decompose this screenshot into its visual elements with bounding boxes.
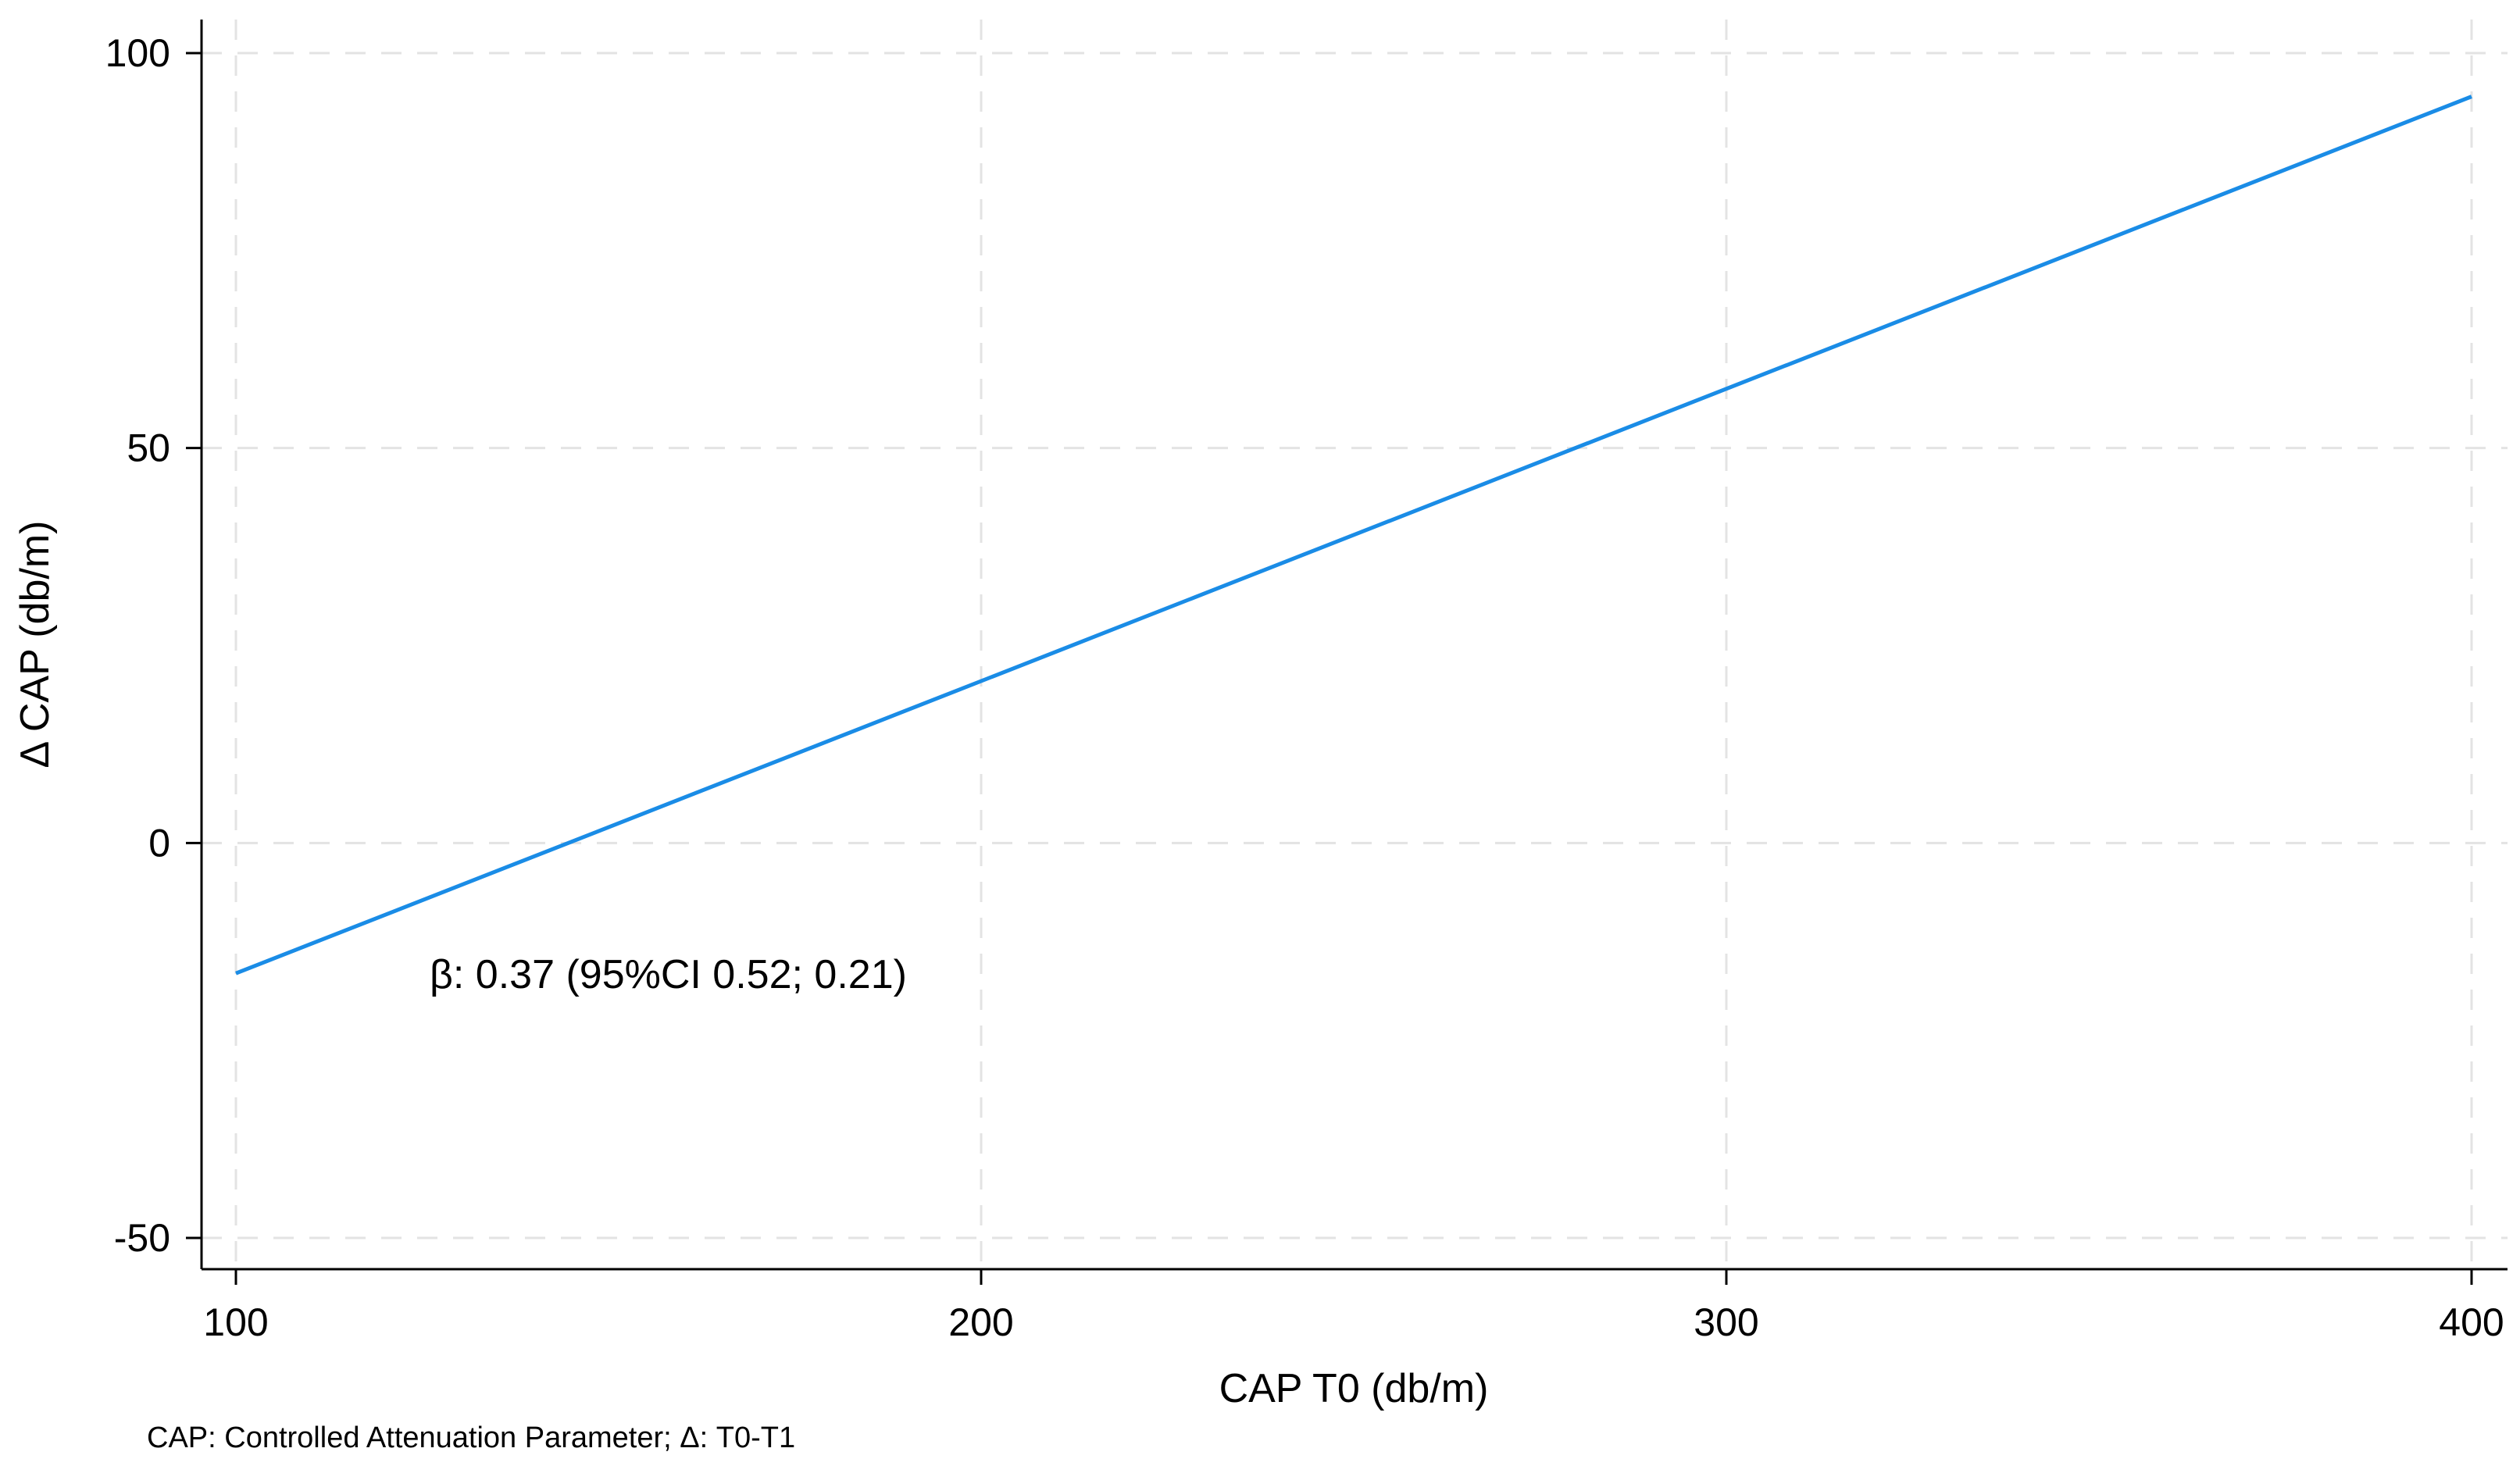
x-axis-title: CAP T0 (db/m) bbox=[1219, 1366, 1489, 1411]
x-tick-label: 200 bbox=[948, 1300, 1013, 1344]
series bbox=[235, 95, 2472, 976]
y-tick-label: 0 bbox=[148, 821, 170, 865]
grid bbox=[202, 20, 2508, 1269]
footnote-text: CAP: Controlled Attenuation Parameter; Δ… bbox=[147, 1421, 795, 1454]
x-tick-label: 300 bbox=[1694, 1300, 1758, 1344]
y-axis-title: Δ CAP (db/m) bbox=[12, 521, 58, 769]
x-tick-label: 100 bbox=[203, 1300, 268, 1344]
annotation-text: β: 0.37 (95%CI 0.52; 0.21) bbox=[430, 952, 907, 997]
series-line bbox=[235, 95, 2472, 976]
y-tick-label: 100 bbox=[105, 31, 170, 75]
ticks: 100 200 300 400 -50 0 50 100 bbox=[105, 31, 2504, 1344]
axes bbox=[200, 20, 2508, 1271]
x-tick-label: 400 bbox=[2439, 1300, 2504, 1344]
y-tick-label: 50 bbox=[127, 426, 170, 470]
y-tick-label: -50 bbox=[114, 1216, 170, 1260]
